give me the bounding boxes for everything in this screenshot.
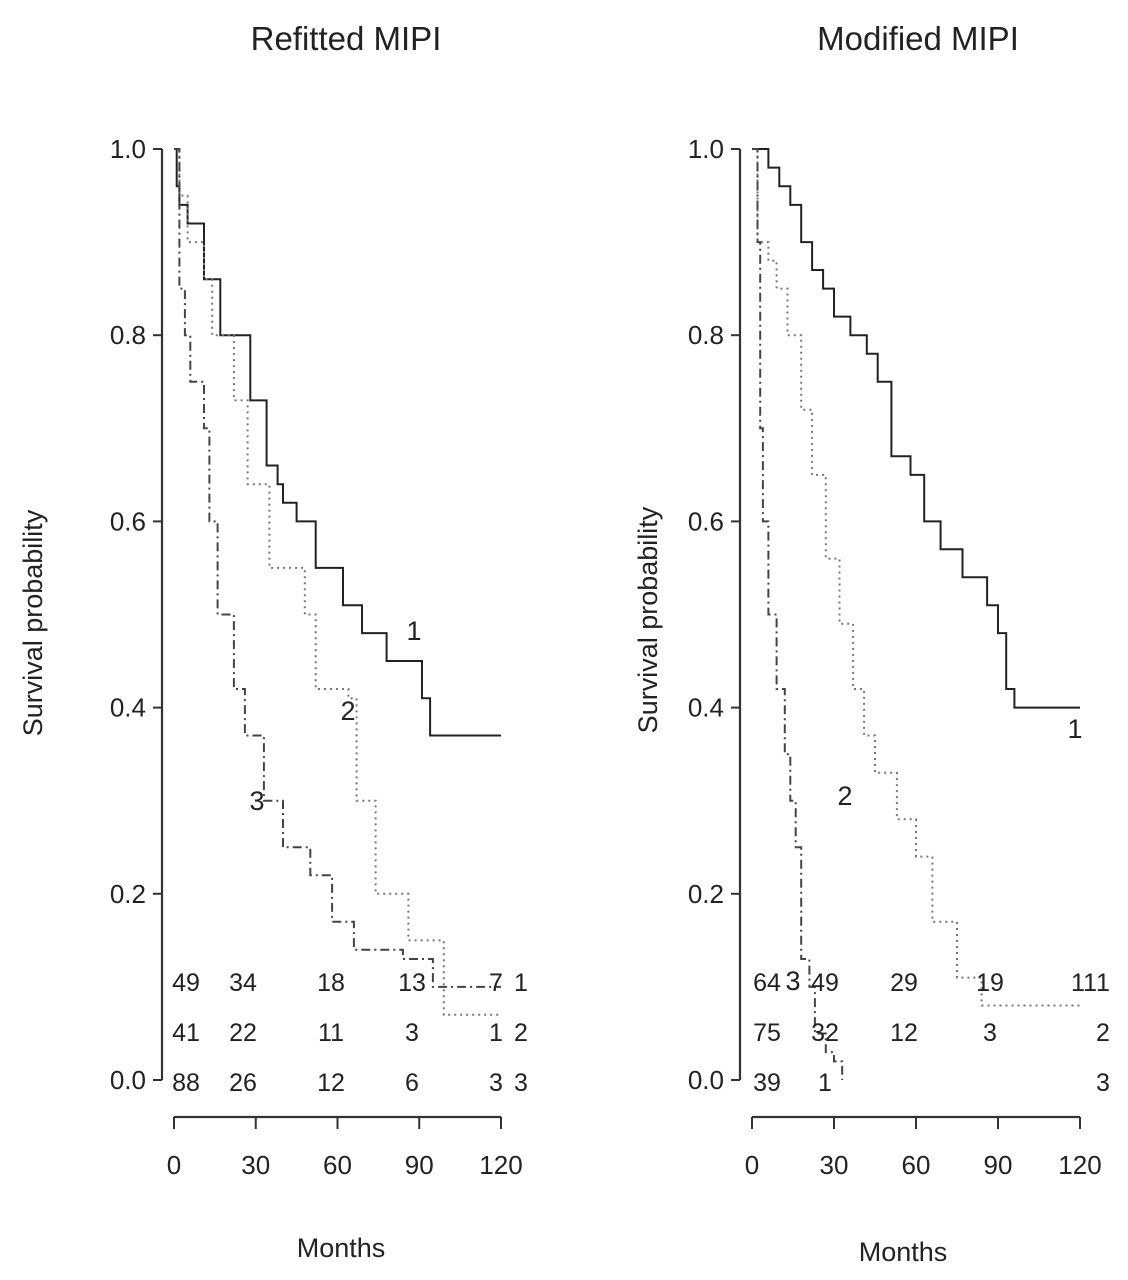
survival-curve-group-3 [174,148,501,988]
at-risk-count: 12 [890,1019,918,1047]
at-risk-count: 49 [811,969,839,997]
at-risk-count: 18 [317,969,345,997]
at-risk-count: 75 [753,1019,781,1047]
at-risk-count: 1 [489,1019,503,1047]
x-axis-title: Months [859,1237,948,1267]
x-tick-label: 120 [1058,1150,1101,1180]
x-tick-label: 0 [745,1150,759,1180]
curve-label-2: 2 [837,781,852,811]
survival-curve-group-2 [752,148,1080,1007]
x-tick-label: 0 [167,1150,181,1180]
at-risk-count: 11 [318,1019,344,1047]
at-risk-count: 3 [983,1019,997,1047]
at-risk-count: 13 [398,969,426,997]
at-risk-count: 1 [818,1069,832,1097]
curve-label-3: 3 [249,786,264,816]
at-risk-count: 7 [489,969,503,997]
at-risk-count: 39 [753,1069,781,1097]
at-risk-group-label: 2 [1096,1019,1110,1047]
at-risk-count: 49 [172,969,200,997]
y-tick-label: 0.2 [110,879,146,909]
survival-curve-group-1 [752,148,1080,709]
at-risk-count: 22 [229,1019,257,1047]
survival-curve-group-2 [174,148,501,1016]
at-risk-count: 19 [976,969,1004,997]
at-risk-count: 41 [172,1019,200,1047]
at-risk-count: 88 [172,1069,200,1097]
panel-refitted-mipi: Refitted MIPI 0.0 0.2 0.4 0.6 0.8 1.0 Survival … [18,20,528,1263]
y-tick-label: 1.0 [688,134,724,164]
at-risk-count: 3 [489,1069,503,1097]
y-tick-label: 0.8 [110,320,146,350]
y-axis-title: Survival probability [18,509,48,736]
at-risk-count: 12 [317,1069,345,1097]
chart-title: Modified MIPI [817,20,1019,57]
x-tick-label: 60 [902,1150,931,1180]
curve-label-3: 3 [785,966,800,996]
curve-label-1: 1 [1067,714,1082,744]
x-axis-title: Months [297,1233,386,1263]
at-risk-group-label: 2 [514,1019,528,1047]
curve-label-2: 2 [340,696,355,726]
y-axis-title: Survival probability [633,506,663,733]
at-risk-count: 11 [1071,969,1097,997]
x-tick-label: 90 [984,1150,1013,1180]
x-tick-label: 30 [241,1150,270,1180]
curve-label-1: 1 [406,616,421,646]
y-tick-label: 0.2 [688,879,724,909]
y-tick-label: 0.0 [688,1065,724,1095]
at-risk-group-label: 3 [1096,1069,1110,1097]
y-tick-label: 0.6 [688,506,724,536]
at-risk-group-label: 1 [514,969,528,997]
at-risk-count: 6 [405,1069,419,1097]
at-risk-count: 32 [811,1019,839,1047]
y-tick-label: 0.4 [110,693,146,723]
x-tick-label: 90 [405,1150,434,1180]
x-tick-label: 30 [820,1150,849,1180]
survival-curve-group-1 [174,148,501,737]
y-tick-label: 1.0 [110,134,146,164]
at-risk-count: 29 [890,969,918,997]
x-tick-label: 120 [479,1150,522,1180]
y-tick-label: 0.8 [688,320,724,350]
y-tick-label: 0.4 [688,693,724,723]
panel-modified-mipi: Modified MIPI 0.0 0.2 0.4 0.6 0.8 1.0 Survival … [633,20,1110,1267]
y-tick-label: 0.0 [110,1065,146,1095]
at-risk-count: 3 [405,1019,419,1047]
at-risk-group-label: 3 [514,1069,528,1097]
chart-title: Refitted MIPI [251,20,442,57]
at-risk-count: 34 [229,969,257,997]
y-tick-label: 0.6 [110,506,146,536]
x-tick-label: 60 [323,1150,352,1180]
at-risk-count: 26 [229,1069,257,1097]
at-risk-group-label: 1 [1096,969,1110,997]
at-risk-count: 64 [753,969,781,997]
survival-curve-group-3 [752,148,844,1080]
